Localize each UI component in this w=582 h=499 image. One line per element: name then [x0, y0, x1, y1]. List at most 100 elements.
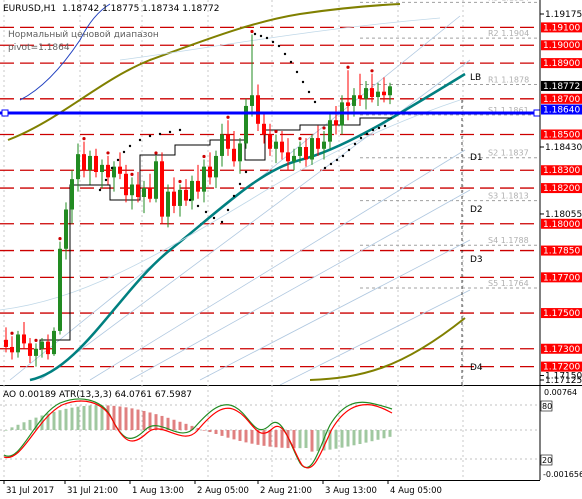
candle-body[interactable] [4, 339, 8, 347]
candle-body[interactable] [304, 147, 308, 160]
price-tag-label: 1.18300 [543, 166, 580, 176]
candle-body[interactable] [334, 120, 338, 126]
candle-body[interactable] [352, 95, 356, 106]
candle-body[interactable] [124, 173, 128, 196]
candle-body[interactable] [322, 141, 326, 149]
sar-dot [313, 100, 317, 104]
candle-body[interactable] [130, 184, 134, 196]
sar-dot [104, 178, 108, 182]
main-chart-panel[interactable]: R3 1.1924 R2 1.1904 R1 1.1878 S1 1.1861 S2 1… [0, 0, 582, 385]
candle-body[interactable] [286, 152, 290, 162]
sar-dot [244, 170, 248, 174]
candle-body[interactable] [70, 179, 74, 210]
indicator-panel[interactable]: AO 0.00189 ATR(13,3,3) 64.0761 67.5987 0… [0, 385, 582, 480]
candle-body[interactable] [184, 189, 188, 201]
ao-bar [202, 430, 206, 431]
ao-bar [226, 430, 230, 438]
candle-body[interactable] [166, 191, 170, 217]
candle-body[interactable] [274, 141, 278, 149]
candle-body[interactable] [280, 141, 284, 153]
pivot-line-handle-left[interactable] [1, 109, 9, 117]
ao-bar [304, 430, 308, 448]
candle-body[interactable] [262, 123, 266, 135]
candle-body[interactable] [10, 346, 14, 353]
candle-body[interactable] [64, 209, 68, 249]
fractal-marker [82, 137, 86, 141]
candle-body[interactable] [364, 88, 368, 99]
price-tag [541, 93, 582, 104]
candle-body[interactable] [268, 134, 272, 149]
candle-body[interactable] [34, 348, 38, 356]
candle-body[interactable] [376, 91, 380, 98]
candle-body[interactable] [298, 147, 302, 156]
candle-body[interactable] [172, 191, 176, 206]
candle-body[interactable] [328, 120, 332, 142]
ao-bar [130, 408, 134, 430]
candle-body[interactable] [58, 248, 62, 331]
pivot-level-label-s3: S3 1.1813 [488, 192, 529, 201]
ao-bar [238, 430, 242, 441]
candle-body[interactable] [226, 134, 230, 149]
candle-body[interactable] [148, 188, 152, 199]
candle-body[interactable] [358, 95, 362, 99]
pivot-line-handle-right[interactable] [533, 109, 541, 117]
candle-body[interactable] [310, 138, 314, 160]
candle-body[interactable] [256, 95, 260, 124]
candle-body[interactable] [250, 95, 254, 106]
candle-body[interactable] [232, 148, 236, 162]
candle-body[interactable] [106, 164, 110, 178]
candle-body[interactable] [346, 102, 350, 106]
candle-body[interactable] [154, 161, 158, 199]
time-label: 3 Aug 13:00 [325, 486, 377, 496]
sar-dot [295, 70, 299, 74]
candle-body[interactable] [382, 91, 386, 96]
candle-body[interactable] [220, 134, 224, 156]
fan-line [279, 289, 471, 385]
candle-body[interactable] [142, 188, 146, 197]
candle-body[interactable] [190, 180, 194, 201]
candle-body[interactable] [16, 334, 20, 353]
sar-dot [341, 154, 345, 158]
candle-body[interactable] [388, 86, 392, 96]
candle-body[interactable] [88, 155, 92, 171]
candle-body[interactable] [292, 155, 296, 162]
candles[interactable] [4, 29, 392, 367]
sar-dot [178, 128, 182, 132]
candle-body[interactable] [136, 184, 140, 197]
candle-body[interactable] [208, 166, 212, 178]
candle-body[interactable] [46, 341, 50, 355]
candle-body[interactable] [238, 143, 242, 162]
candle-body[interactable] [40, 341, 44, 349]
candle-body[interactable] [196, 180, 200, 192]
sar-dot [271, 40, 275, 44]
ao-bar [124, 407, 128, 430]
channel-label-d3: D3 [470, 255, 483, 265]
sar-dot [196, 204, 200, 208]
candle-body[interactable] [28, 343, 32, 356]
ao-bar [190, 425, 194, 430]
candle-body[interactable] [178, 189, 182, 206]
candle-body[interactable] [100, 164, 104, 173]
candle-body[interactable] [76, 154, 80, 180]
candle-body[interactable] [160, 161, 164, 217]
candle-body[interactable] [316, 138, 320, 149]
sar-dot [329, 162, 333, 166]
price-tag [541, 343, 582, 354]
candle-body[interactable] [94, 155, 98, 173]
candle-body[interactable] [244, 105, 248, 144]
candle-body[interactable] [202, 166, 206, 192]
fan-line [129, 189, 471, 381]
ao-bar [58, 410, 62, 430]
candle-body[interactable] [214, 155, 218, 178]
candle-body[interactable] [22, 334, 26, 344]
candle-body[interactable] [82, 154, 86, 171]
ao-bar [244, 430, 248, 443]
price-tag-label: 1.17850 [543, 247, 580, 257]
candle-body[interactable] [370, 88, 374, 98]
candle-body[interactable] [112, 166, 116, 178]
price-tag [541, 308, 582, 319]
ao-bar [346, 430, 350, 447]
time-label: 31 Jul 2017 [6, 486, 54, 496]
candle-body[interactable] [52, 330, 56, 355]
candle-body[interactable] [118, 166, 122, 174]
